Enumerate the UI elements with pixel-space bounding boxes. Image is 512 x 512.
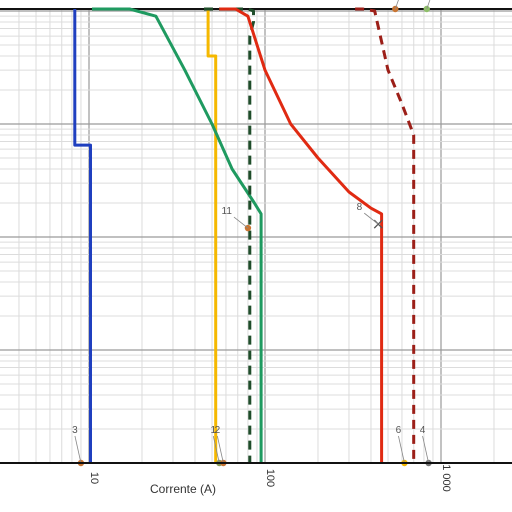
point-label-8: 8 — [357, 202, 363, 213]
point-label-6: 6 — [396, 425, 402, 436]
point-leader-6 — [398, 435, 405, 464]
point-label-1: 1 — [211, 425, 217, 436]
point-leader-10 — [394, 0, 399, 10]
point-label-2: 2 — [215, 425, 221, 436]
point-leader-11 — [233, 216, 249, 229]
point-leader-1 — [212, 435, 220, 464]
point-leader-9 — [426, 0, 431, 10]
point-leader-4 — [422, 435, 429, 464]
curve-2 — [206, 9, 218, 463]
x-tick-label: 10 — [88, 472, 100, 484]
point-leader-2 — [216, 435, 224, 464]
point-label-4: 4 — [420, 425, 426, 436]
curve-1 — [73, 9, 92, 463]
point-label-3: 3 — [72, 425, 78, 436]
curve-3 — [92, 7, 263, 463]
x-axis-label: Corrente (A) — [150, 482, 216, 496]
x-ticks: 10 100 1 000 — [88, 464, 452, 492]
x-tick-label: 1 000 — [440, 464, 452, 492]
grid — [0, 9, 512, 464]
series-layer — [73, 7, 416, 463]
point-leader-3 — [74, 435, 82, 464]
curve-6 — [355, 7, 416, 463]
x-tick-label: 100 — [264, 469, 276, 487]
point-label-11: 11 — [222, 206, 233, 217]
point-leader-8 — [364, 212, 379, 225]
curve-5 — [219, 7, 384, 463]
